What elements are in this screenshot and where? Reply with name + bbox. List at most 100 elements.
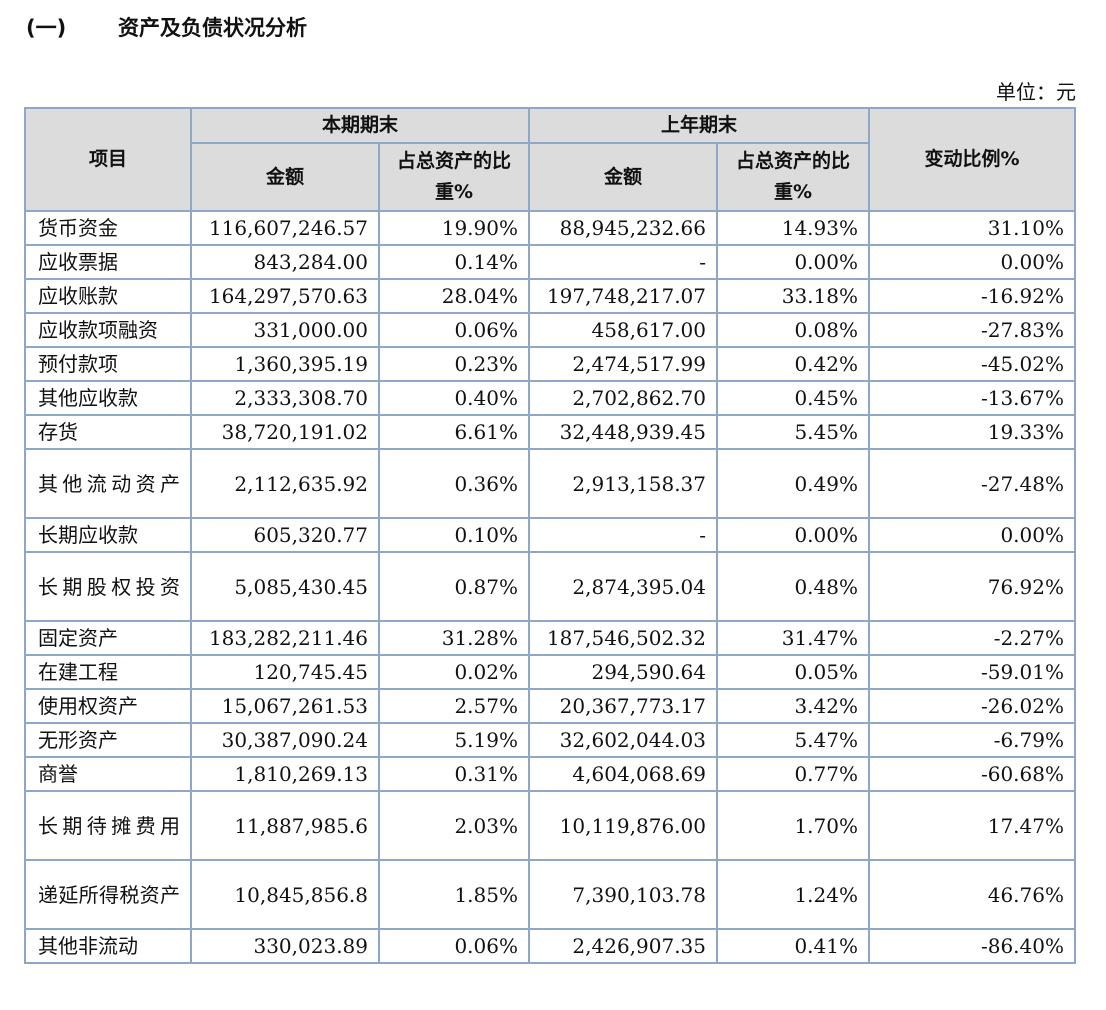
- table-body: 货币资金 116,607,246.57 19.90% 88,945,232.66 14.…: [24, 210, 1076, 964]
- header-previous-amount: 金额: [528, 142, 718, 212]
- previous-amount-cell: 10,119,876.00: [528, 790, 718, 861]
- table-row: 长期应收款 605,320.77 0.10% -0.00% 0.00%: [24, 517, 1076, 553]
- item-cell: 长期待摊费用: [24, 790, 192, 861]
- current-amount-cell: 5,085,430.45: [190, 551, 380, 622]
- previous-share-cell: 5.45%: [716, 414, 870, 450]
- header-current-share: 占总资产的比重%: [378, 142, 530, 212]
- item-cell: 应收账款: [24, 278, 192, 314]
- previous-amount-cell: 294,590.64: [528, 654, 718, 690]
- change-ratio-cell: -6.79%: [868, 722, 1076, 758]
- change-ratio-cell: 19.33%: [868, 414, 1076, 450]
- table-row: 固定资产 183,282,211.46 31.28% 187,546,502.32 31…: [24, 620, 1076, 656]
- table-row: 长期待摊费用 11,887,985.6 2.03% 10,119,876.00 1.70…: [24, 790, 1076, 861]
- table-row: 货币资金 116,607,246.57 19.90% 88,945,232.66 14.…: [24, 210, 1076, 246]
- header-current-share-text: 占总资产的比重%: [396, 150, 511, 203]
- item-cell: 使用权资产: [24, 688, 192, 724]
- previous-amount-cell: 88,945,232.66: [528, 210, 718, 246]
- change-ratio-cell: -27.83%: [868, 312, 1076, 348]
- table-row: 存货 38,720,191.02 6.61% 32,448,939.45 5.45% 19…: [24, 414, 1076, 450]
- item-cell: 长期应收款: [24, 517, 192, 553]
- previous-share-cell: 0.00%: [716, 517, 870, 553]
- previous-share-cell: 0.48%: [716, 551, 870, 622]
- section-heading: (一) 资产及负债状况分析: [26, 12, 307, 42]
- current-amount-cell: 38,720,191.02: [190, 414, 380, 450]
- current-amount-cell: 843,284.00: [190, 244, 380, 280]
- current-share-cell: 19.90%: [378, 210, 530, 246]
- previous-amount-cell: 187,546,502.32: [528, 620, 718, 656]
- previous-amount-cell: 32,602,044.03: [528, 722, 718, 758]
- item-cell: 其他流动资产: [24, 448, 192, 519]
- item-cell: 存货: [24, 414, 192, 450]
- previous-share-cell: 0.41%: [716, 928, 870, 964]
- section-number: (一): [26, 16, 67, 40]
- table-row: 其他应收款 2,333,308.70 0.40% 2,702,862.70 0.45% -…: [24, 380, 1076, 416]
- current-amount-cell: 164,297,570.63: [190, 278, 380, 314]
- current-amount-cell: 2,112,635.92: [190, 448, 380, 519]
- change-ratio-cell: -86.40%: [868, 928, 1076, 964]
- previous-share-cell: 0.08%: [716, 312, 870, 348]
- previous-amount-cell: 32,448,939.45: [528, 414, 718, 450]
- current-amount-cell: 183,282,211.46: [190, 620, 380, 656]
- previous-amount-cell: 2,874,395.04: [528, 551, 718, 622]
- table-row: 使用权资产 15,067,261.53 2.57% 20,367,773.17 3.42…: [24, 688, 1076, 724]
- change-ratio-cell: -27.48%: [868, 448, 1076, 519]
- change-ratio-cell: -13.67%: [868, 380, 1076, 416]
- change-ratio-cell: -45.02%: [868, 346, 1076, 382]
- asset-liability-table: 项目 本期期末 上年期末 变动比例% 金额 占总资产的比重% 金额 占总资产的比…: [24, 107, 1076, 964]
- previous-share-cell: 33.18%: [716, 278, 870, 314]
- header-previous-share-text: 占总资产的比重%: [735, 150, 850, 203]
- previous-amount-cell: 20,367,773.17: [528, 688, 718, 724]
- current-share-cell: 0.14%: [378, 244, 530, 280]
- previous-amount-cell: 2,426,907.35: [528, 928, 718, 964]
- previous-amount-cell: 458,617.00: [528, 312, 718, 348]
- item-cell: 预付款项: [24, 346, 192, 382]
- current-share-cell: 0.40%: [378, 380, 530, 416]
- item-cell: 其他应收款: [24, 380, 192, 416]
- change-ratio-cell: 17.47%: [868, 790, 1076, 861]
- change-ratio-cell: 0.00%: [868, 244, 1076, 280]
- change-ratio-cell: -26.02%: [868, 688, 1076, 724]
- item-cell: 在建工程: [24, 654, 192, 690]
- previous-share-cell: 31.47%: [716, 620, 870, 656]
- previous-share-cell: 0.42%: [716, 346, 870, 382]
- item-cell: 商誉: [24, 756, 192, 792]
- current-amount-cell: 330,023.89: [190, 928, 380, 964]
- current-amount-cell: 116,607,246.57: [190, 210, 380, 246]
- current-share-cell: 0.23%: [378, 346, 530, 382]
- item-cell: 固定资产: [24, 620, 192, 656]
- current-amount-cell: 10,845,856.8: [190, 859, 380, 930]
- previous-amount-cell: 4,604,068.69: [528, 756, 718, 792]
- previous-amount-cell: 7,390,103.78: [528, 859, 718, 930]
- current-share-cell: 5.19%: [378, 722, 530, 758]
- item-cell: 应收票据: [24, 244, 192, 280]
- table-row: 其他流动资产 2,112,635.92 0.36% 2,913,158.37 0.49%…: [24, 448, 1076, 519]
- current-amount-cell: 1,810,269.13: [190, 756, 380, 792]
- previous-amount-cell: -: [528, 244, 718, 280]
- previous-share-cell: 1.70%: [716, 790, 870, 861]
- change-ratio-cell: -2.27%: [868, 620, 1076, 656]
- previous-amount-cell: 2,913,158.37: [528, 448, 718, 519]
- table-row: 商誉 1,810,269.13 0.31% 4,604,068.69 0.77% -60.…: [24, 756, 1076, 792]
- item-cell: 无形资产: [24, 722, 192, 758]
- previous-amount-cell: 2,474,517.99: [528, 346, 718, 382]
- current-amount-cell: 15,067,261.53: [190, 688, 380, 724]
- header-current-amount: 金额: [190, 142, 380, 212]
- previous-amount-cell: -: [528, 517, 718, 553]
- current-share-cell: 2.57%: [378, 688, 530, 724]
- item-cell: 应收款项融资: [24, 312, 192, 348]
- current-amount-cell: 30,387,090.24: [190, 722, 380, 758]
- table-row: 长期股权投资 5,085,430.45 0.87% 2,874,395.04 0.48%…: [24, 551, 1076, 622]
- table-row: 无形资产 30,387,090.24 5.19% 32,602,044.03 5.47%…: [24, 722, 1076, 758]
- table-row: 预付款项 1,360,395.19 0.23% 2,474,517.99 0.42% -4…: [24, 346, 1076, 382]
- section-title: 资产及负债状况分析: [118, 16, 307, 40]
- header-current-period: 本期期末: [190, 107, 530, 144]
- current-share-cell: 1.85%: [378, 859, 530, 930]
- previous-share-cell: 0.05%: [716, 654, 870, 690]
- table-row: 应收款项融资 331,000.00 0.06% 458,617.00 0.08% -27.…: [24, 312, 1076, 348]
- change-ratio-cell: -59.01%: [868, 654, 1076, 690]
- previous-share-cell: 0.77%: [716, 756, 870, 792]
- current-share-cell: 0.06%: [378, 312, 530, 348]
- previous-share-cell: 0.45%: [716, 380, 870, 416]
- header-change-ratio: 变动比例%: [868, 107, 1076, 212]
- current-amount-cell: 1,360,395.19: [190, 346, 380, 382]
